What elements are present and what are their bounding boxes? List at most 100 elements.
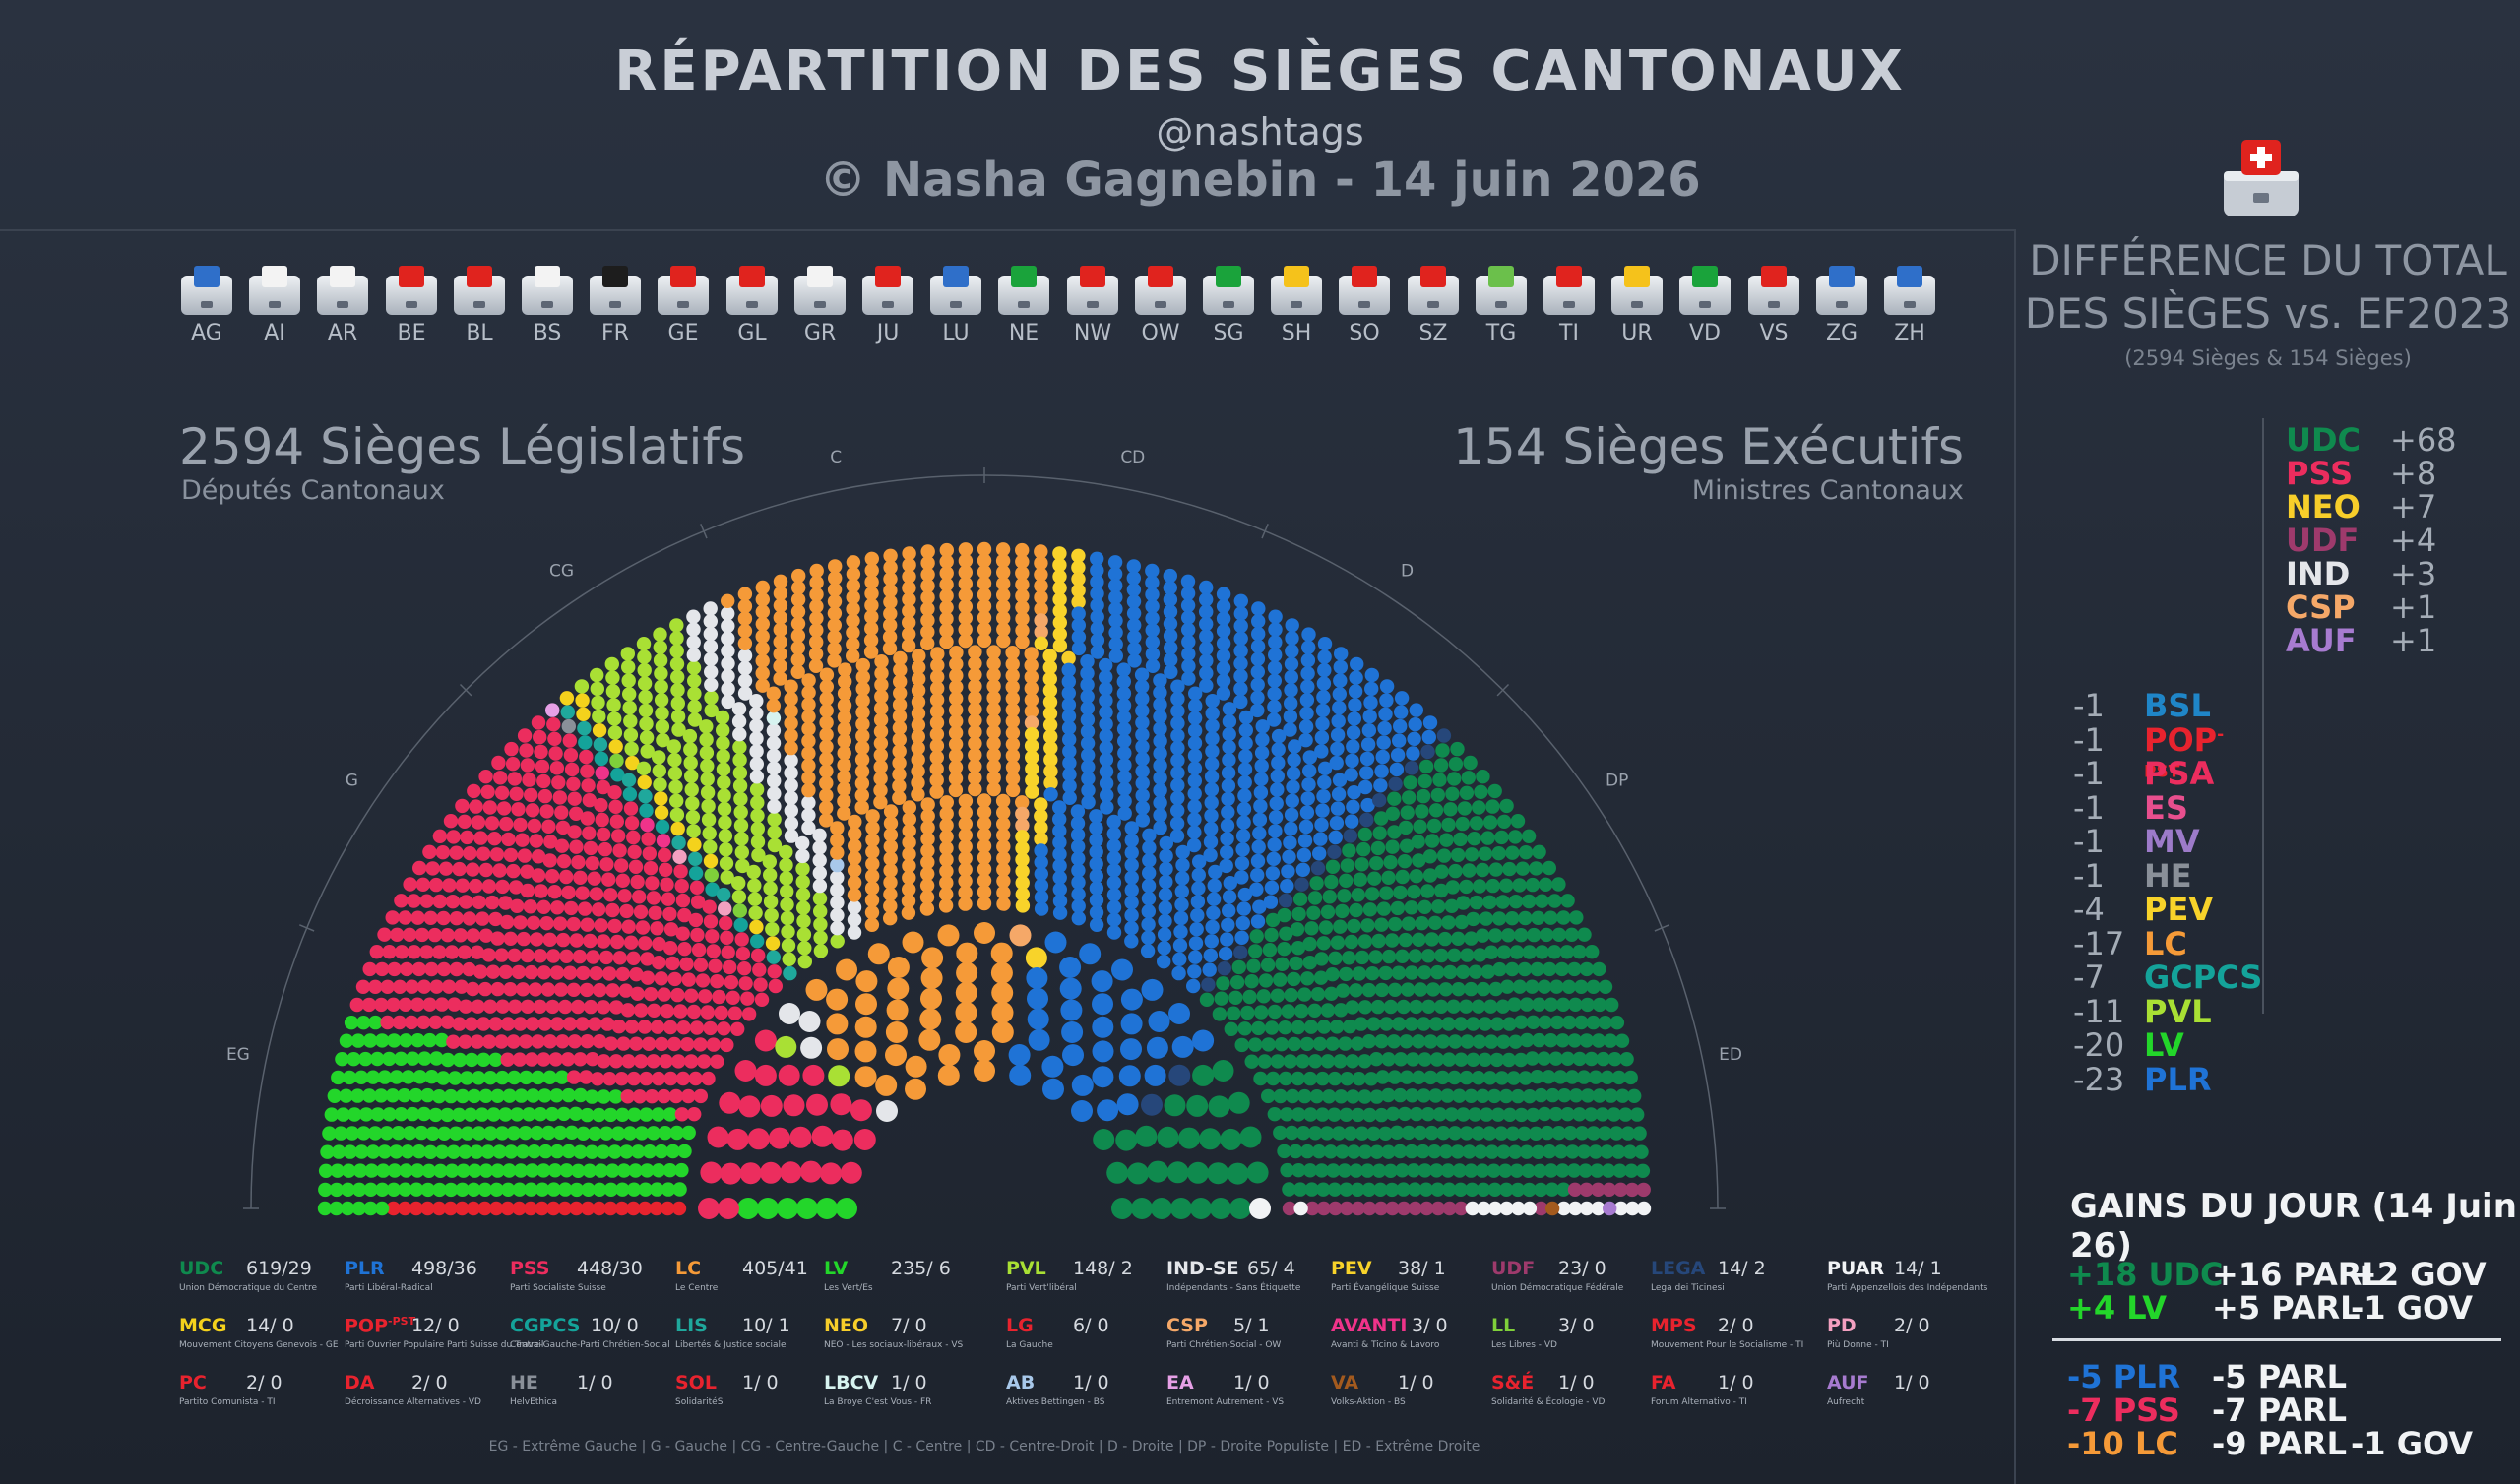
legislative-seat-udc (1542, 1070, 1556, 1084)
legislative-seat-udc (1466, 1052, 1480, 1067)
legislative-seat-pd (672, 849, 687, 864)
legislative-seat-plr (1349, 670, 1363, 685)
legislative-seat-udc (1606, 1107, 1621, 1122)
legislative-seat-mcg (654, 791, 668, 806)
legislative-seat-lv (502, 1163, 517, 1178)
legislative-seat-lv (576, 1126, 591, 1141)
legislative-seat-pss (652, 936, 666, 952)
legend-item: AB 1/ 0 Aktives Bettingen - BS (1006, 1372, 1168, 1421)
legislative-seat-udc (1508, 1144, 1523, 1159)
executive-seat-udc (1164, 1094, 1186, 1117)
legislative-seat-pss (616, 1036, 631, 1051)
legislative-seat-udc (1401, 1125, 1417, 1141)
legislative-seat-lc (864, 881, 880, 896)
legislative-seat-plr (1233, 668, 1248, 684)
legislative-seat-pev (1052, 546, 1067, 561)
difference-subtitle: (2594 Sièges & 154 Sièges) (2124, 346, 2412, 370)
gains-gov: -1 GOV (2351, 1425, 2474, 1462)
divider-horizontal (0, 229, 2016, 231)
legislative-seat-plr (1163, 581, 1178, 595)
legislative-seat-neo (1071, 572, 1086, 587)
legislative-seat-lc (873, 772, 888, 786)
legislative-seat-udf (1454, 1201, 1469, 1216)
legislative-seat-pvl (748, 905, 763, 920)
legislative-seat-udc (1351, 1182, 1365, 1197)
legislative-seat-pvl (652, 764, 666, 778)
legislative-seat-udc (1299, 1036, 1315, 1052)
legislative-seat-plr (1409, 703, 1424, 717)
legislative-seat-udc (1464, 847, 1480, 862)
legislative-seat-udc (1543, 1144, 1557, 1159)
legislative-seat-plr (1199, 653, 1214, 668)
legislative-seat-pss (738, 976, 753, 991)
legislative-seat-plr (1205, 718, 1220, 733)
legislative-seat-plr (1089, 893, 1104, 908)
legislative-seat-lv (428, 1107, 443, 1123)
legislative-seat-pss (412, 860, 427, 876)
legislative-seat-plr (1271, 728, 1287, 744)
legislative-seat-lc (968, 713, 982, 728)
legislative-seat-pss (734, 932, 749, 947)
legislative-seat-plr (1052, 846, 1067, 862)
legislative-seat-ind-se (749, 694, 764, 709)
legislative-seat-udc (1466, 911, 1480, 927)
legislative-seat-lv (518, 1126, 533, 1141)
legislative-seat-udc (1423, 1034, 1438, 1049)
legislative-seat-pvl (733, 791, 748, 807)
legislative-seat-udc (1548, 1106, 1564, 1122)
legislative-seat-lc (1005, 668, 1020, 683)
legislative-seat-udc (1440, 1163, 1456, 1178)
legislative-seat-plr (1170, 790, 1185, 806)
legislative-seat-lc (773, 671, 788, 686)
legislative-seat-pvl (717, 788, 731, 803)
legislative-seat-lv (433, 1163, 448, 1178)
legend-item: POP-PST 12/ 0 Parti Ouvrier Populaire Part… (345, 1315, 543, 1364)
executive-seat-lc (854, 1040, 877, 1063)
legend-item: SOL 1/ 0 SolidaritéS (675, 1372, 838, 1421)
legislative-seat-lc (847, 875, 862, 891)
legislative-seat-pvl (813, 930, 828, 945)
legend-party-name: Les Vert/Es (824, 1283, 873, 1293)
legislative-seat-neo (1034, 832, 1048, 846)
legislative-seat-udc (1450, 741, 1465, 757)
legislative-seat-udc (1404, 1017, 1419, 1031)
legislative-seat-plr (1174, 884, 1190, 898)
legislative-seat-pss (387, 961, 402, 977)
legislative-seat-plr (1392, 733, 1407, 748)
legislative-seat-pss (470, 945, 485, 959)
gains-party: -5 PLR (2067, 1358, 2181, 1395)
legislative-seat-udc (1428, 803, 1444, 818)
legislative-seat-plr (1089, 881, 1104, 896)
legislative-seat-lc (986, 679, 1001, 694)
legislative-seat-lc (1015, 600, 1030, 615)
legislative-seat-udc (1284, 987, 1298, 1003)
legislative-seat-pvl (795, 874, 810, 890)
legislative-seat-pop (546, 1201, 561, 1216)
legislative-seat-plr (1236, 815, 1251, 830)
legend-party-seats: 38/ 1 (1398, 1258, 1446, 1279)
legislative-seat-avanti (640, 817, 655, 833)
legislative-seat-udc (1537, 1051, 1551, 1066)
legislative-seat-pvl (640, 744, 655, 759)
legislative-seat-pss (559, 869, 574, 885)
legislative-seat-lv (440, 1107, 455, 1123)
executive-seat-udc (1228, 1091, 1250, 1114)
legislative-seat-plr (1108, 637, 1123, 651)
legislative-seat-lc (854, 775, 870, 791)
executive-seat-udc (1187, 1161, 1209, 1184)
legislative-seat-lc (755, 665, 770, 681)
legislative-seat-lc (995, 553, 1011, 569)
legislative-seat-plr (1071, 630, 1087, 645)
legislative-seat-mcg (575, 693, 590, 708)
legislative-seat-ind-se (766, 748, 782, 764)
legislative-seat-lv (318, 1182, 333, 1198)
legislative-seat-pev (1071, 560, 1086, 575)
canton-label: BL (466, 321, 493, 345)
legislative-seat-plr (1081, 760, 1096, 774)
legislative-seat-pss (505, 757, 521, 772)
legislative-seat-pvl (655, 719, 670, 734)
legislative-seat-plr (1389, 762, 1405, 777)
legend-item: UDF 23/ 0 Union Démocratique Fédérale (1491, 1258, 1654, 1307)
legislative-seat-udc (1487, 783, 1502, 799)
legislative-seat-lv (525, 1163, 539, 1178)
